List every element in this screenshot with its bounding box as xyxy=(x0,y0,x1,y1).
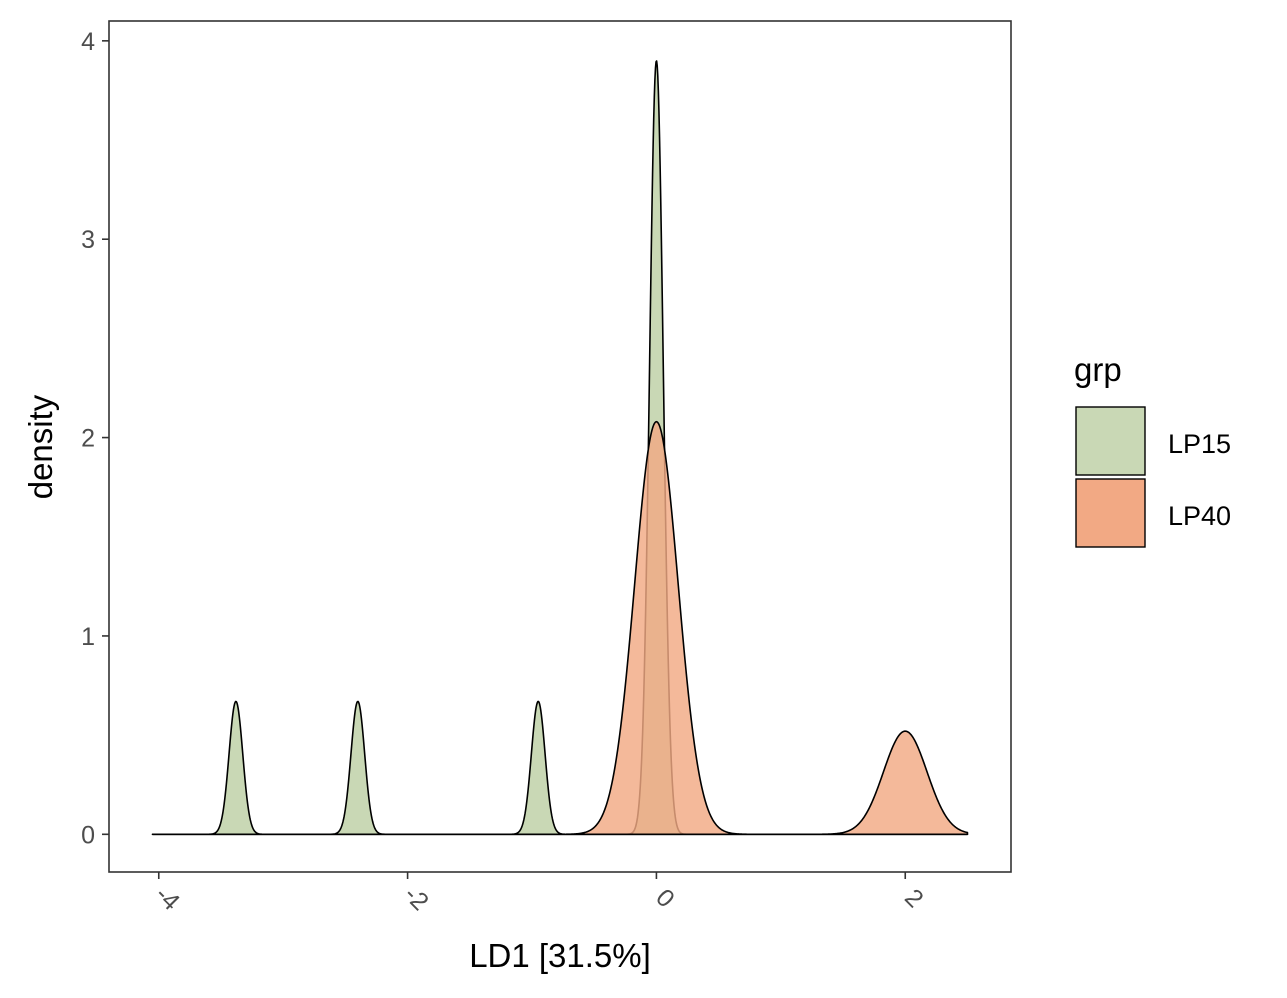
legend-key-lp40 xyxy=(1075,478,1146,548)
legend-key-lp15 xyxy=(1075,406,1146,476)
panel-border xyxy=(108,20,1012,873)
density-area-lp40 xyxy=(151,420,969,836)
y-tick-label: 0 xyxy=(81,821,95,849)
y-tick-label: 3 xyxy=(81,226,95,254)
y-axis-title: density xyxy=(22,394,59,499)
legend-label-lp40: LP40 xyxy=(1168,501,1231,531)
x-axis-title: LD1 [31.5%] xyxy=(469,937,651,974)
series-layer xyxy=(151,60,969,836)
y-tick-label: 1 xyxy=(81,623,95,651)
legend-title: grp xyxy=(1074,351,1122,388)
y-tick-label: 2 xyxy=(81,425,95,453)
y-tick-label: 4 xyxy=(81,28,95,56)
legend: grp LP15 LP40 xyxy=(1074,351,1231,548)
legend-label-lp15: LP15 xyxy=(1168,429,1231,459)
